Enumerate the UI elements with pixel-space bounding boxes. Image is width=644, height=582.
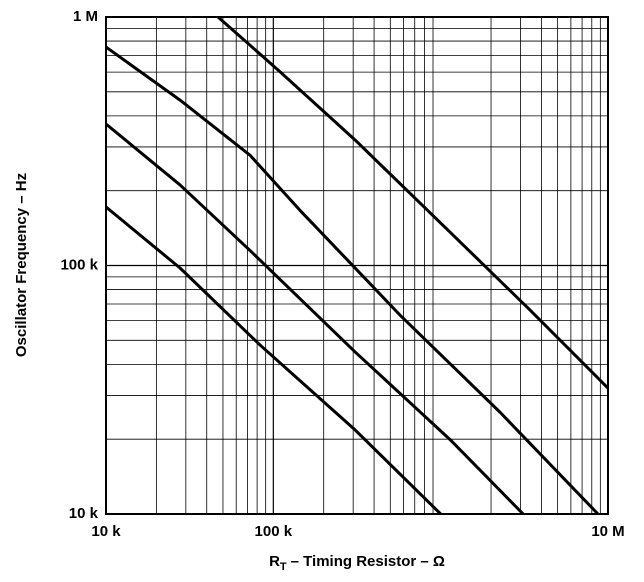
- x-label-main: R: [269, 553, 280, 570]
- curve: [217, 15, 610, 390]
- y-tick-label: 100 k: [60, 256, 98, 273]
- curve: [105, 45, 600, 516]
- x-tick-label: 10 M: [591, 523, 624, 540]
- x-axis-label: RT – Timing Resistor – Ω: [269, 553, 445, 573]
- x-label-subscript: T: [280, 561, 287, 573]
- y-axis-label: Oscillator Frequency – Hz: [13, 173, 30, 357]
- curve: [105, 122, 525, 516]
- x-label-rest: – Timing Resistor – Ω: [291, 553, 445, 570]
- curve: [105, 205, 442, 516]
- y-tick-label: 1 M: [73, 8, 98, 25]
- x-tick-label: 100 k: [255, 523, 293, 540]
- y-tick-label: 10 k: [69, 505, 99, 522]
- x-tick-label: 10 k: [91, 523, 121, 540]
- plot-frame: [105, 16, 609, 515]
